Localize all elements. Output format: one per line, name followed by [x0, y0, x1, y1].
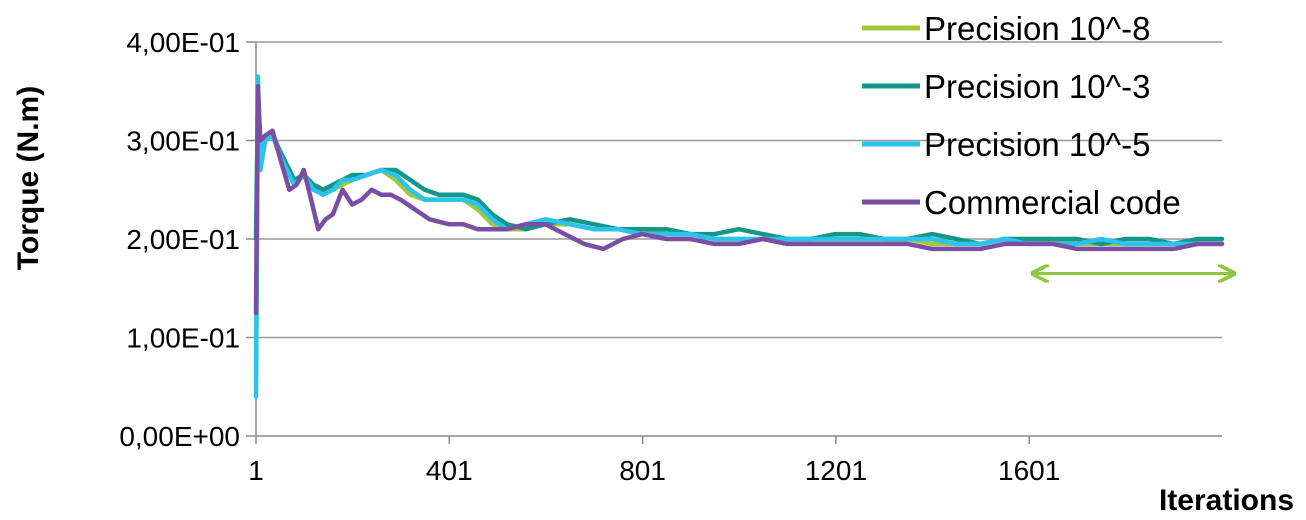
axes: 0,00E+00 1,00E-01 2,00E-01 3,00E-01 4,00E-01… — [119, 27, 1222, 486]
legend: Precision 10^-8 Precision 10^-3 Precision … — [862, 10, 1181, 221]
x-tick-label: 801 — [619, 455, 666, 486]
series-line-3 — [253, 74, 1225, 399]
series-line-4 — [253, 84, 1225, 316]
x-tick-label: 1201 — [805, 455, 867, 486]
legend-label-1: Precision 10^-8 — [924, 10, 1150, 47]
x-axis-title: Iterations — [1159, 484, 1294, 517]
y-tick-label: 0,00E+00 — [119, 421, 240, 452]
x-tick-label: 401 — [426, 455, 473, 486]
series-line-2 — [253, 98, 1225, 247]
x-tick-label: 1601 — [998, 455, 1060, 486]
legend-label-2: Precision 10^-3 — [924, 68, 1150, 105]
legend-label-3: Precision 10^-5 — [924, 126, 1150, 163]
y-tick-label: 2,00E-01 — [126, 224, 240, 255]
y-axis-title: Torque (N.m) — [12, 86, 45, 270]
y-tick-label: 1,00E-01 — [126, 323, 240, 354]
x-tick-label: 1 — [248, 455, 264, 486]
legend-label-4: Commercial code — [924, 184, 1181, 221]
y-tick-label: 3,00E-01 — [126, 126, 240, 157]
y-tick-label: 4,00E-01 — [126, 27, 240, 58]
series-lines — [253, 74, 1225, 399]
